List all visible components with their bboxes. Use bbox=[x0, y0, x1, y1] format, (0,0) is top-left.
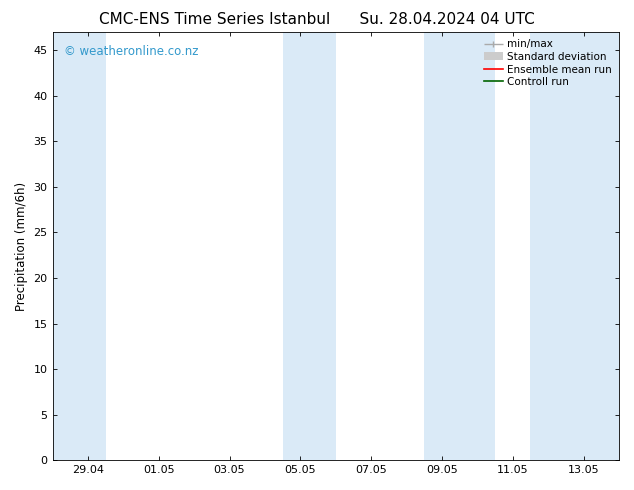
Text: CMC-ENS Time Series Istanbul      Su. 28.04.2024 04 UTC: CMC-ENS Time Series Istanbul Su. 28.04.2… bbox=[99, 12, 535, 27]
Bar bbox=[53, 32, 106, 460]
Text: © weatheronline.co.nz: © weatheronline.co.nz bbox=[64, 45, 198, 58]
Legend: min/max, Standard deviation, Ensemble mean run, Controll run: min/max, Standard deviation, Ensemble me… bbox=[482, 37, 614, 89]
Bar bbox=[283, 32, 336, 460]
Bar bbox=[531, 32, 619, 460]
Y-axis label: Precipitation (mm/6h): Precipitation (mm/6h) bbox=[15, 182, 28, 311]
Bar bbox=[424, 32, 495, 460]
